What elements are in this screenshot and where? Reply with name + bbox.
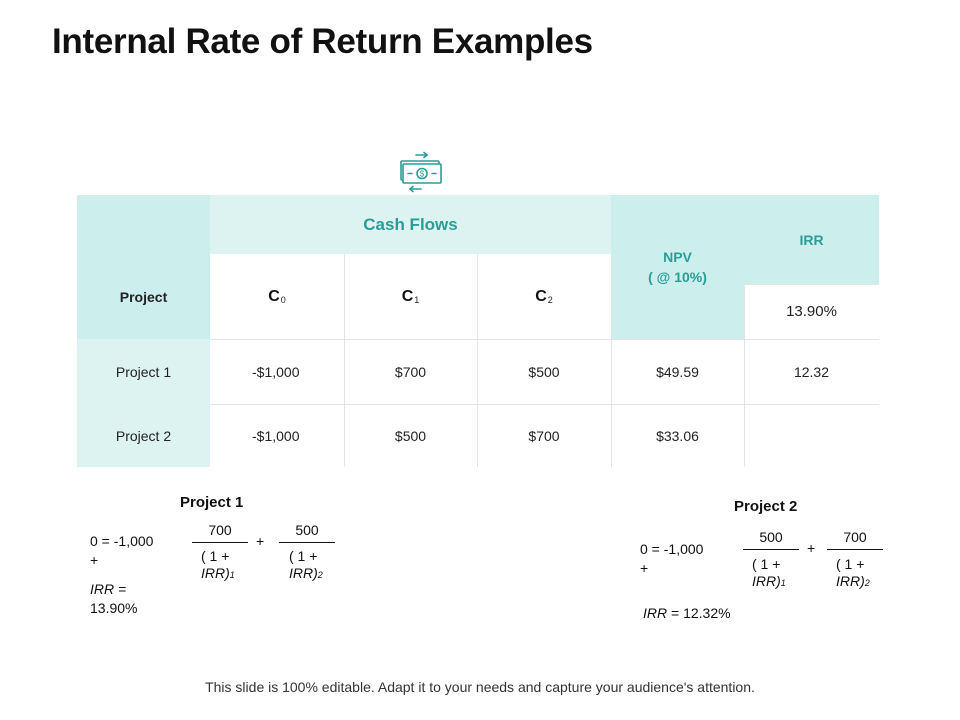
svg-text:$: $ bbox=[420, 170, 425, 179]
formula1-frac2-den-line1: ( 1 + bbox=[289, 548, 318, 564]
cash-flows-header: Cash Flows bbox=[210, 195, 611, 254]
irr-top-value: 13.90% bbox=[786, 303, 837, 320]
formula1-plus: + bbox=[256, 533, 265, 549]
formula2-frac1-denominator: ( 1 + IRR)1 bbox=[752, 556, 786, 592]
formula2-frac2-den-line2: IRR) bbox=[836, 573, 865, 589]
formula1-lhs-line2: + bbox=[90, 552, 99, 568]
formula2-frac1-bar bbox=[743, 549, 799, 550]
npv-header: NPV ( @ 10%) bbox=[611, 195, 744, 339]
c2-sub: 2 bbox=[547, 294, 553, 305]
c2-letter: C bbox=[535, 287, 547, 305]
row2-project: Project 2 bbox=[77, 404, 210, 467]
formula2-frac2-numerator: 700 bbox=[843, 529, 867, 545]
table-gridline bbox=[744, 284, 879, 285]
npv-header-line2: ( @ 10%) bbox=[648, 269, 707, 285]
npv-header-line1: NPV bbox=[663, 249, 692, 265]
slide-title: Internal Rate of Return Examples bbox=[52, 22, 593, 61]
formula2-frac2-denominator: ( 1 + IRR)2 bbox=[836, 556, 870, 592]
formula1-frac1-den-line1: ( 1 + bbox=[201, 548, 230, 564]
formula2-frac1-exponent: 1 bbox=[780, 578, 786, 588]
row2-npv: $33.06 bbox=[656, 427, 699, 444]
money-transfer-icon: $ bbox=[400, 151, 442, 193]
c0-sub: 0 bbox=[280, 294, 286, 305]
formula1-title: Project 1 bbox=[180, 494, 244, 511]
project-header: Project bbox=[77, 254, 210, 339]
row1-c0: -$1,000 bbox=[252, 363, 300, 380]
formula1-frac1-bar bbox=[192, 542, 248, 543]
c1-sub: 1 bbox=[414, 294, 420, 305]
formula2-result: IRR = 12.32% bbox=[643, 604, 731, 622]
formula2-result-label: IRR bbox=[643, 605, 668, 621]
row1-project: Project 1 bbox=[77, 339, 210, 404]
formula1-frac1-exponent: 1 bbox=[229, 570, 235, 580]
formula2-frac2-exponent: 2 bbox=[864, 578, 870, 588]
table-gridline bbox=[744, 284, 745, 467]
row2-c2: $700 bbox=[528, 427, 560, 444]
row1-irr: 12.32 bbox=[793, 363, 830, 380]
formula1-frac2-exponent: 2 bbox=[317, 570, 323, 580]
table-corner-cell bbox=[77, 195, 210, 254]
formula1-lhs-line1: 0 = -1,000 bbox=[90, 533, 154, 549]
formula1-result-label: IRR = bbox=[90, 581, 127, 597]
c0-letter: C bbox=[268, 287, 280, 305]
irr-header: IRR bbox=[744, 195, 879, 284]
table-gridline bbox=[611, 339, 612, 467]
row1-c1: $700 bbox=[394, 363, 427, 380]
formula1-frac1-numerator: 700 bbox=[208, 522, 232, 538]
row2-irr bbox=[744, 404, 879, 467]
formula2-frac1-den-line1: ( 1 + bbox=[752, 556, 781, 572]
formula2-frac2-den-line1: ( 1 + bbox=[836, 556, 865, 572]
row2-c0: -$1,000 bbox=[252, 427, 300, 444]
table-gridline bbox=[210, 339, 879, 340]
formula2-title: Project 2 bbox=[734, 498, 798, 515]
formula1-frac1-den-line2: IRR) bbox=[201, 565, 230, 581]
slide-footer: This slide is 100% editable. Adapt it to… bbox=[205, 679, 755, 695]
formula2-frac1-numerator: 500 bbox=[759, 529, 783, 545]
formula1-frac2-bar bbox=[279, 542, 335, 543]
formula2-lhs-line2: + bbox=[640, 560, 649, 576]
formula1-frac2-numerator: 500 bbox=[295, 522, 319, 538]
formula2-result-value: = 12.32% bbox=[667, 605, 731, 621]
formula1-result-value: 13.90% bbox=[90, 600, 138, 616]
formula2-frac2-bar bbox=[827, 549, 883, 550]
row1-c2: $500 bbox=[528, 363, 560, 380]
row1-npv: $49.59 bbox=[656, 363, 699, 380]
formula2-lhs-line1: 0 = -1,000 bbox=[640, 541, 704, 557]
formula1-frac1-denominator: ( 1 + IRR)1 bbox=[201, 548, 235, 584]
formula2-plus: + bbox=[807, 540, 816, 556]
c1-letter: C bbox=[401, 287, 414, 305]
row2-c1: $500 bbox=[394, 427, 427, 444]
formula2-frac1-den-line2: IRR) bbox=[752, 573, 781, 589]
table-gridline bbox=[477, 254, 478, 467]
formula1-frac2-den-line2: IRR) bbox=[289, 565, 318, 581]
formula1-frac2-denominator: ( 1 + IRR)2 bbox=[289, 548, 323, 584]
table-gridline bbox=[344, 254, 345, 467]
table-gridline bbox=[210, 404, 879, 405]
